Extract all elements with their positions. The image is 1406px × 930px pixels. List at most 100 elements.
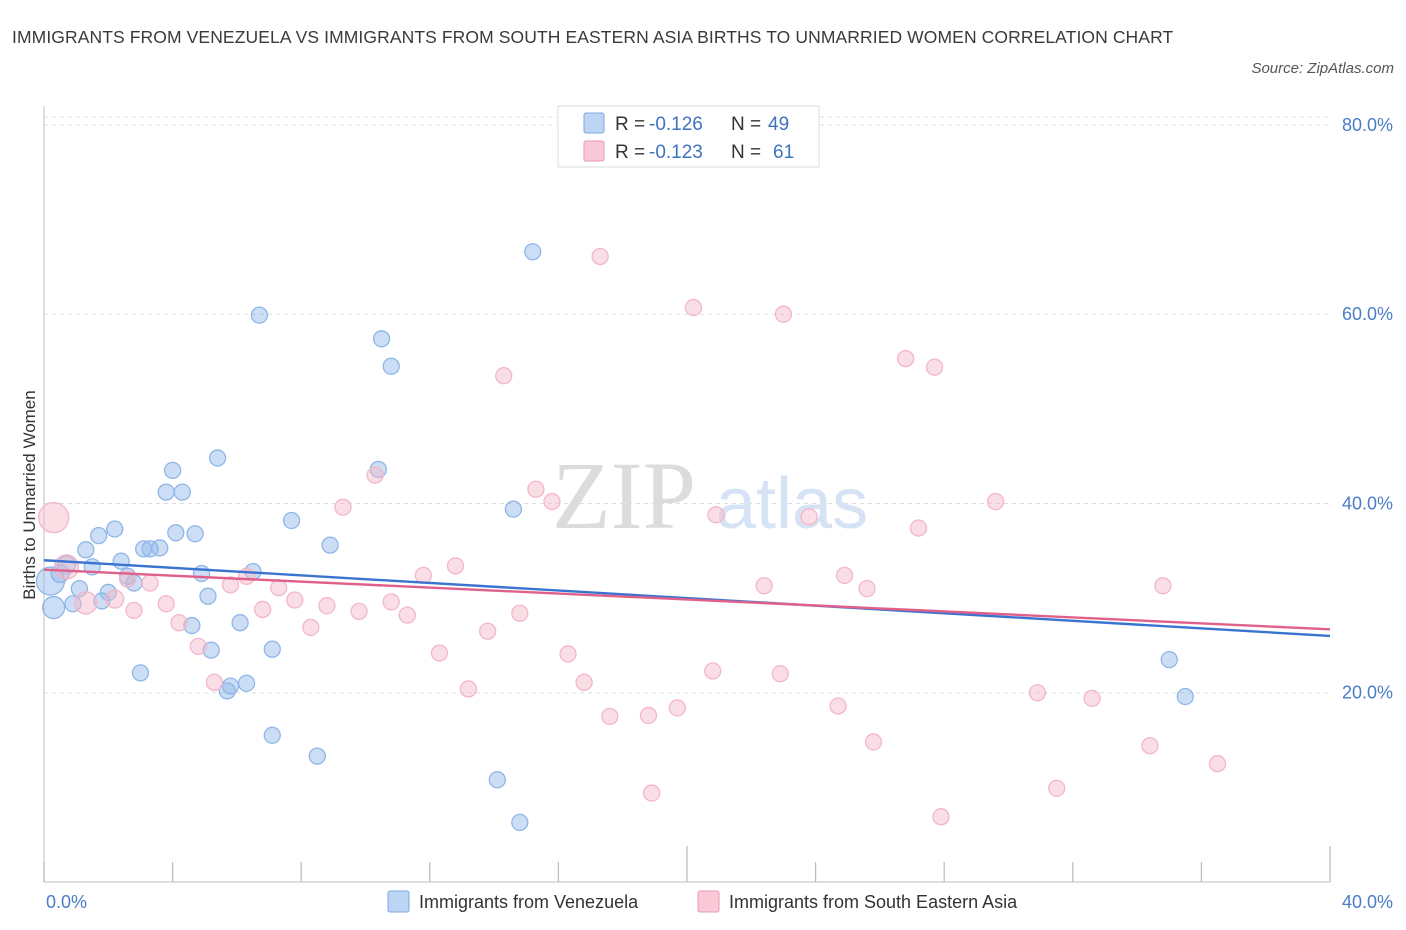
legend-r-label-sea: R = bbox=[615, 142, 645, 163]
bottom-legend-label-venezuela: Immigrants from Venezuela bbox=[419, 892, 639, 912]
point-sea bbox=[511, 604, 529, 622]
point-sea bbox=[829, 697, 847, 715]
point-sea bbox=[601, 707, 619, 726]
point-sea bbox=[189, 637, 207, 656]
point-venezuela bbox=[524, 243, 542, 261]
point-sea bbox=[125, 601, 143, 620]
point-venezuela bbox=[221, 677, 240, 695]
bottom-legend-label-sea: Immigrants from South Eastern Asia bbox=[729, 892, 1018, 912]
chart-title: IMMIGRANTS FROM VENEZUELA VS IMMIGRANTS … bbox=[12, 27, 1174, 47]
point-sea bbox=[170, 614, 188, 632]
legend-swatch-sea bbox=[583, 140, 605, 162]
y-tick-label: 80.0% bbox=[1342, 115, 1393, 135]
point-sea bbox=[559, 645, 577, 663]
point-sea bbox=[755, 577, 773, 595]
point-venezuela bbox=[1160, 650, 1178, 669]
point-sea bbox=[398, 606, 416, 624]
point-venezuela bbox=[112, 552, 130, 570]
point-sea bbox=[74, 591, 98, 615]
point-sea bbox=[118, 570, 137, 588]
point-sea bbox=[909, 519, 928, 537]
point-venezuela bbox=[131, 664, 150, 682]
point-sea bbox=[858, 579, 876, 598]
point-venezuela bbox=[106, 520, 124, 538]
point-sea bbox=[543, 492, 561, 511]
point-venezuela bbox=[77, 541, 95, 559]
point-venezuela bbox=[167, 524, 185, 542]
legend-r-label-venezuela: R = bbox=[615, 114, 645, 135]
legend-r-value-venezuela: -0.126 bbox=[649, 114, 703, 135]
point-sea bbox=[591, 247, 609, 266]
point-venezuela bbox=[199, 587, 217, 605]
point-sea bbox=[221, 576, 240, 594]
point-sea bbox=[774, 305, 793, 323]
point-sea bbox=[382, 593, 400, 611]
point-sea bbox=[141, 574, 159, 592]
point-sea bbox=[205, 673, 224, 691]
point-sea bbox=[105, 589, 125, 609]
point-venezuela bbox=[151, 539, 169, 557]
point-sea bbox=[53, 554, 80, 580]
trend-lines bbox=[43, 559, 1331, 638]
point-sea bbox=[1028, 684, 1047, 702]
point-sea bbox=[1154, 577, 1172, 595]
chart-source: Source: ZipAtlas.com bbox=[1251, 60, 1394, 77]
x-ticks bbox=[43, 846, 1331, 882]
point-sea bbox=[527, 480, 545, 498]
point-venezuela bbox=[231, 614, 249, 632]
point-venezuela bbox=[263, 640, 281, 658]
point-sea bbox=[446, 557, 465, 575]
point-sea bbox=[350, 602, 368, 620]
point-sea bbox=[925, 358, 944, 376]
point-sea bbox=[318, 597, 336, 615]
trend-line-sea bbox=[43, 568, 1331, 631]
point-sea bbox=[495, 367, 513, 385]
point-sea bbox=[366, 466, 384, 484]
point-sea bbox=[430, 644, 449, 662]
point-sea bbox=[1141, 737, 1159, 755]
point-sea bbox=[896, 350, 915, 368]
x-tick-label-left: 0.0% bbox=[46, 892, 87, 912]
point-sea bbox=[414, 566, 433, 585]
point-sea bbox=[639, 706, 658, 725]
point-venezuela bbox=[90, 526, 108, 545]
y-tick-labels: 20.0% 40.0% 60.0% 80.0% bbox=[1342, 115, 1393, 703]
point-venezuela bbox=[183, 616, 201, 635]
gridlines bbox=[44, 116, 1330, 694]
point-sea bbox=[1083, 689, 1101, 708]
point-sea bbox=[642, 784, 661, 802]
point-sea bbox=[286, 591, 304, 609]
y-tick-label: 20.0% bbox=[1342, 683, 1393, 703]
legend-n-value-sea: 61 bbox=[773, 142, 794, 163]
point-sea bbox=[302, 618, 320, 637]
y-axis-title: Births to Unmarried Women bbox=[20, 390, 39, 599]
legend-r-value-sea: -0.123 bbox=[649, 142, 703, 163]
point-venezuela bbox=[202, 641, 220, 659]
point-venezuela bbox=[186, 525, 204, 543]
bottom-legend-swatch-venezuela bbox=[387, 890, 410, 913]
trend-line-venezuela bbox=[43, 559, 1331, 638]
point-sea bbox=[932, 808, 950, 826]
watermark: ZIP atlas bbox=[552, 442, 868, 549]
point-sea bbox=[668, 699, 687, 717]
y-tick-label: 40.0% bbox=[1342, 493, 1393, 513]
point-sea bbox=[864, 733, 883, 751]
point-sea bbox=[771, 665, 789, 683]
point-venezuela bbox=[192, 564, 211, 583]
point-venezuela bbox=[41, 595, 66, 620]
point-venezuela bbox=[488, 771, 506, 789]
point-venezuela bbox=[208, 449, 227, 467]
point-sea bbox=[986, 492, 1005, 511]
point-venezuela bbox=[504, 500, 523, 518]
point-sea bbox=[253, 600, 272, 619]
point-venezuela bbox=[163, 461, 182, 479]
point-sea bbox=[37, 502, 70, 534]
point-venezuela bbox=[282, 511, 301, 530]
watermark-atlas: atlas bbox=[716, 464, 868, 544]
point-sea bbox=[1208, 755, 1227, 773]
point-venezuela bbox=[263, 726, 281, 744]
point-sea bbox=[835, 566, 854, 585]
point-sea bbox=[459, 680, 478, 698]
x-tick-label-right: 40.0% bbox=[1342, 892, 1393, 912]
